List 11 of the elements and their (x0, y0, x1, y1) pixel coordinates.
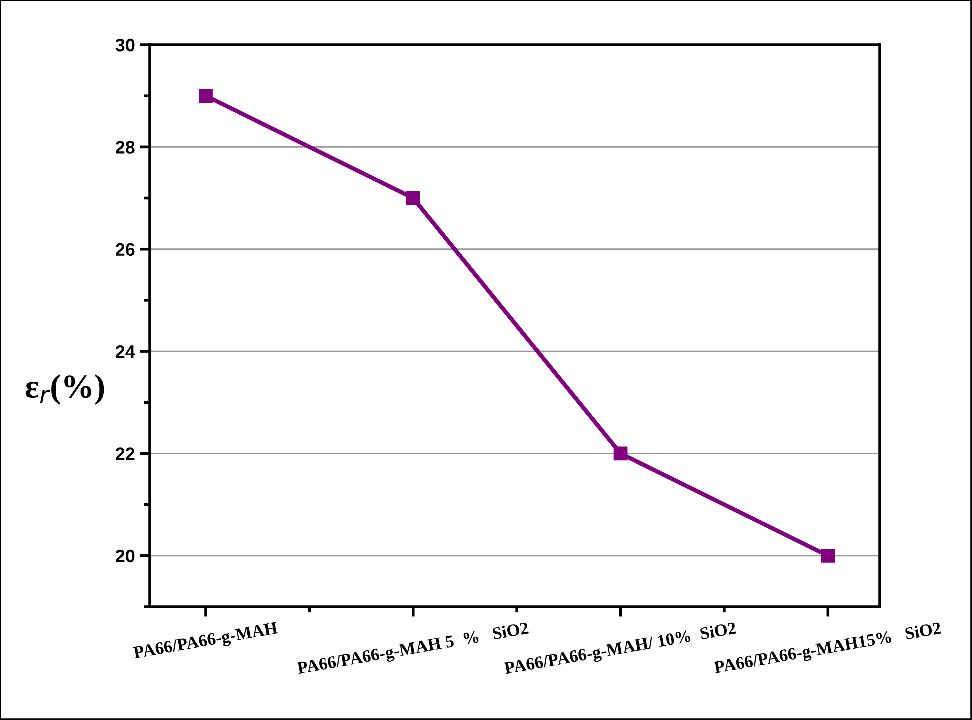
point (614, 446, 628, 461)
point (199, 89, 213, 104)
y-tick-label: 22 (116, 448, 135, 460)
point (406, 191, 420, 206)
y-axis-title: ε$_{r}$(%) (26, 374, 104, 405)
point (821, 548, 836, 563)
y-tick-label: 24 (116, 345, 136, 358)
y-tick-label: 20 (116, 550, 135, 563)
y-tick-label: 28 (116, 141, 135, 154)
y-tick-label: 26 (116, 243, 135, 256)
y-tick-label: 30 (116, 38, 135, 52)
